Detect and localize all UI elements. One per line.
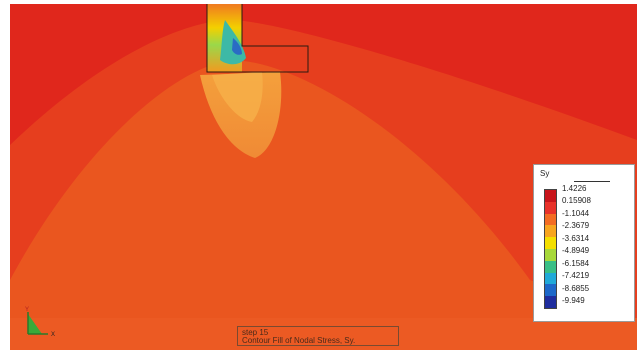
stress-zone-plume-core (212, 72, 263, 122)
legend-label: 0.15908 (562, 196, 591, 206)
legend-swatch (545, 237, 556, 250)
legend-title: Sy (540, 169, 550, 178)
legend-color-bar (544, 189, 557, 309)
stress-zone-bottom-band (10, 318, 637, 350)
axis-triad-icon: Y X (25, 307, 55, 338)
legend-swatch (545, 249, 556, 262)
legend-swatch (545, 272, 556, 285)
legend-label: -7.4219 (562, 271, 590, 281)
legend-label: -2.3679 (562, 221, 590, 231)
legend-swatch (545, 201, 556, 215)
pile-peak-stress-zone (232, 38, 242, 55)
legend-swatch (545, 284, 556, 297)
legend-label: -6.1584 (562, 258, 590, 268)
triad-y-label: Y (25, 307, 29, 313)
legend-label: -4.8949 (562, 246, 590, 256)
legend-swatch (545, 225, 556, 238)
triad-x-label: X (51, 332, 55, 338)
legend-swatch (545, 213, 556, 226)
caption-step: step 15 (242, 328, 269, 337)
legend-swatch (545, 260, 556, 274)
legend-swatch (545, 296, 556, 309)
legend-label: -3.6314 (562, 233, 590, 243)
caption-description: Contour Fill of Nodal Stress, Sy. (242, 336, 356, 345)
legend-title-underline (574, 181, 610, 182)
legend-label: 1.4226 (562, 184, 587, 193)
legend-label: -1.1044 (562, 208, 590, 218)
legend-panel: Sy 1.4226 0.15908 -1.1044 -2.3679 -3.6314 -4.… (533, 164, 635, 322)
stress-zone-mid-cone (10, 60, 637, 320)
legend-label: -8.6855 (562, 283, 590, 293)
legend-label: -9.949 (562, 296, 585, 306)
legend-swatch (545, 190, 556, 203)
caption-box: step 15 Contour Fill of Nodal Stress, Sy… (237, 326, 399, 346)
pile-outline (206, 4, 309, 73)
